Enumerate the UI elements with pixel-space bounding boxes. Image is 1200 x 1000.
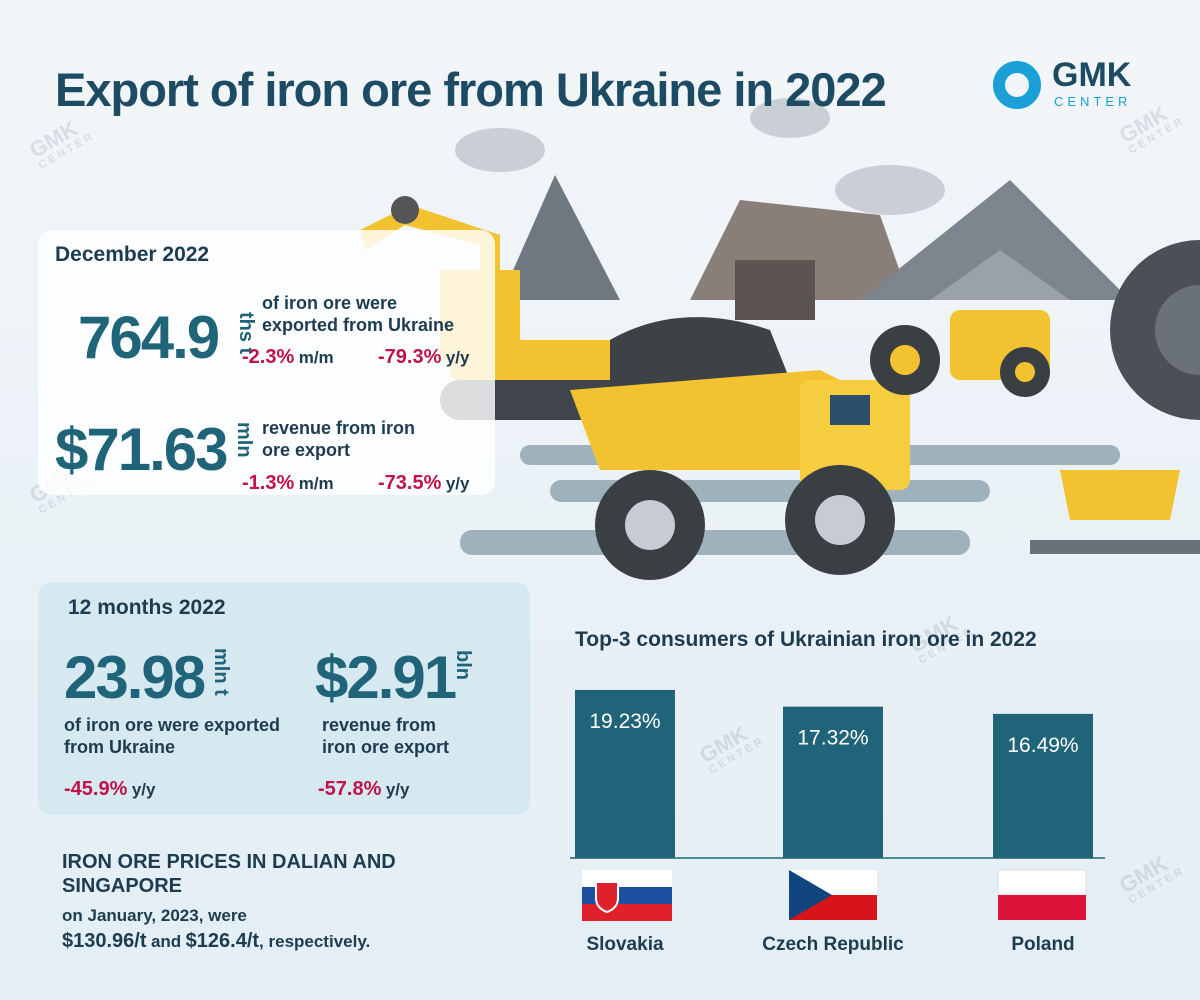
text: , respectively. — [259, 932, 371, 951]
description: of iron ore were exported from Ukraine — [64, 715, 281, 757]
description: of iron ore were exported from Ukraine — [262, 293, 455, 335]
change-row: -57.8% y/y — [318, 778, 409, 801]
panel-heading: 12 months 2022 — [68, 596, 226, 619]
year-panel — [38, 582, 530, 815]
category-label: Slovakia — [586, 934, 664, 955]
text: -57.8% — [318, 778, 382, 800]
text: y/y — [385, 780, 410, 799]
value-label: 16.49% — [1007, 734, 1078, 757]
logo-icon — [993, 61, 1041, 109]
text: $130.96/t — [62, 930, 147, 952]
text: -79.3% — [378, 346, 442, 368]
flag-slovakia — [582, 870, 672, 921]
change-row: -2.3% m/m — [242, 346, 334, 369]
description: revenue from iron ore export — [322, 715, 450, 757]
flag-czech — [789, 870, 877, 920]
big-number: $2.91 — [315, 644, 457, 711]
text: -45.9% — [64, 778, 128, 800]
category-label: Poland — [1011, 934, 1074, 955]
unit: mln t — [210, 648, 232, 696]
text: y/y — [131, 780, 156, 799]
big-number: 764.9 — [78, 304, 220, 371]
prices-heading: IRON ORE PRICES IN DALIAN AND SINGAPORE — [62, 851, 396, 897]
text: m/m — [298, 348, 334, 367]
value-label: 19.23% — [589, 710, 660, 733]
change-row: -73.5% y/y — [378, 472, 469, 495]
big-number: 23.98 — [64, 644, 206, 711]
text: and — [150, 932, 182, 951]
text: -1.3% — [242, 472, 295, 494]
text: -2.3% — [242, 346, 295, 368]
description: revenue from iron ore export — [262, 418, 416, 460]
category-label: Czech Republic — [762, 934, 904, 955]
panel-heading: December 2022 — [55, 243, 210, 266]
december-panel — [38, 230, 495, 495]
text: y/y — [445, 348, 470, 367]
change-row: -45.9% y/y — [64, 778, 155, 801]
prices-text: on January, 2023, were — [62, 906, 247, 925]
logo-sub: CENTER — [1054, 94, 1132, 109]
text: $126.4/t — [185, 930, 260, 952]
text: m/m — [298, 474, 334, 493]
logo-brand: GMK — [1052, 56, 1132, 94]
change-row: -79.3% y/y — [378, 346, 469, 369]
bar — [575, 689, 675, 858]
flag-poland — [997, 869, 1087, 920]
unit: bln — [452, 650, 474, 680]
big-number: $71.63 — [55, 416, 229, 483]
text: -73.5% — [378, 472, 442, 494]
unit: mln — [233, 422, 255, 458]
bar — [783, 706, 883, 858]
prices-text: $130.96/t and $126.4/t, respectively. — [62, 930, 370, 953]
text: y/y — [445, 474, 470, 493]
chart-title: Top-3 consumers of Ukrainian iron ore in… — [575, 628, 1037, 651]
change-row: -1.3% m/m — [242, 472, 334, 495]
bar — [993, 713, 1093, 858]
bar-chart: 19.23% Slovakia 17.32% Czech Republic 16.49%… — [570, 689, 1105, 955]
title: Export of iron ore from Ukraine in 2022 — [55, 63, 887, 116]
value-label: 17.32% — [797, 727, 868, 750]
